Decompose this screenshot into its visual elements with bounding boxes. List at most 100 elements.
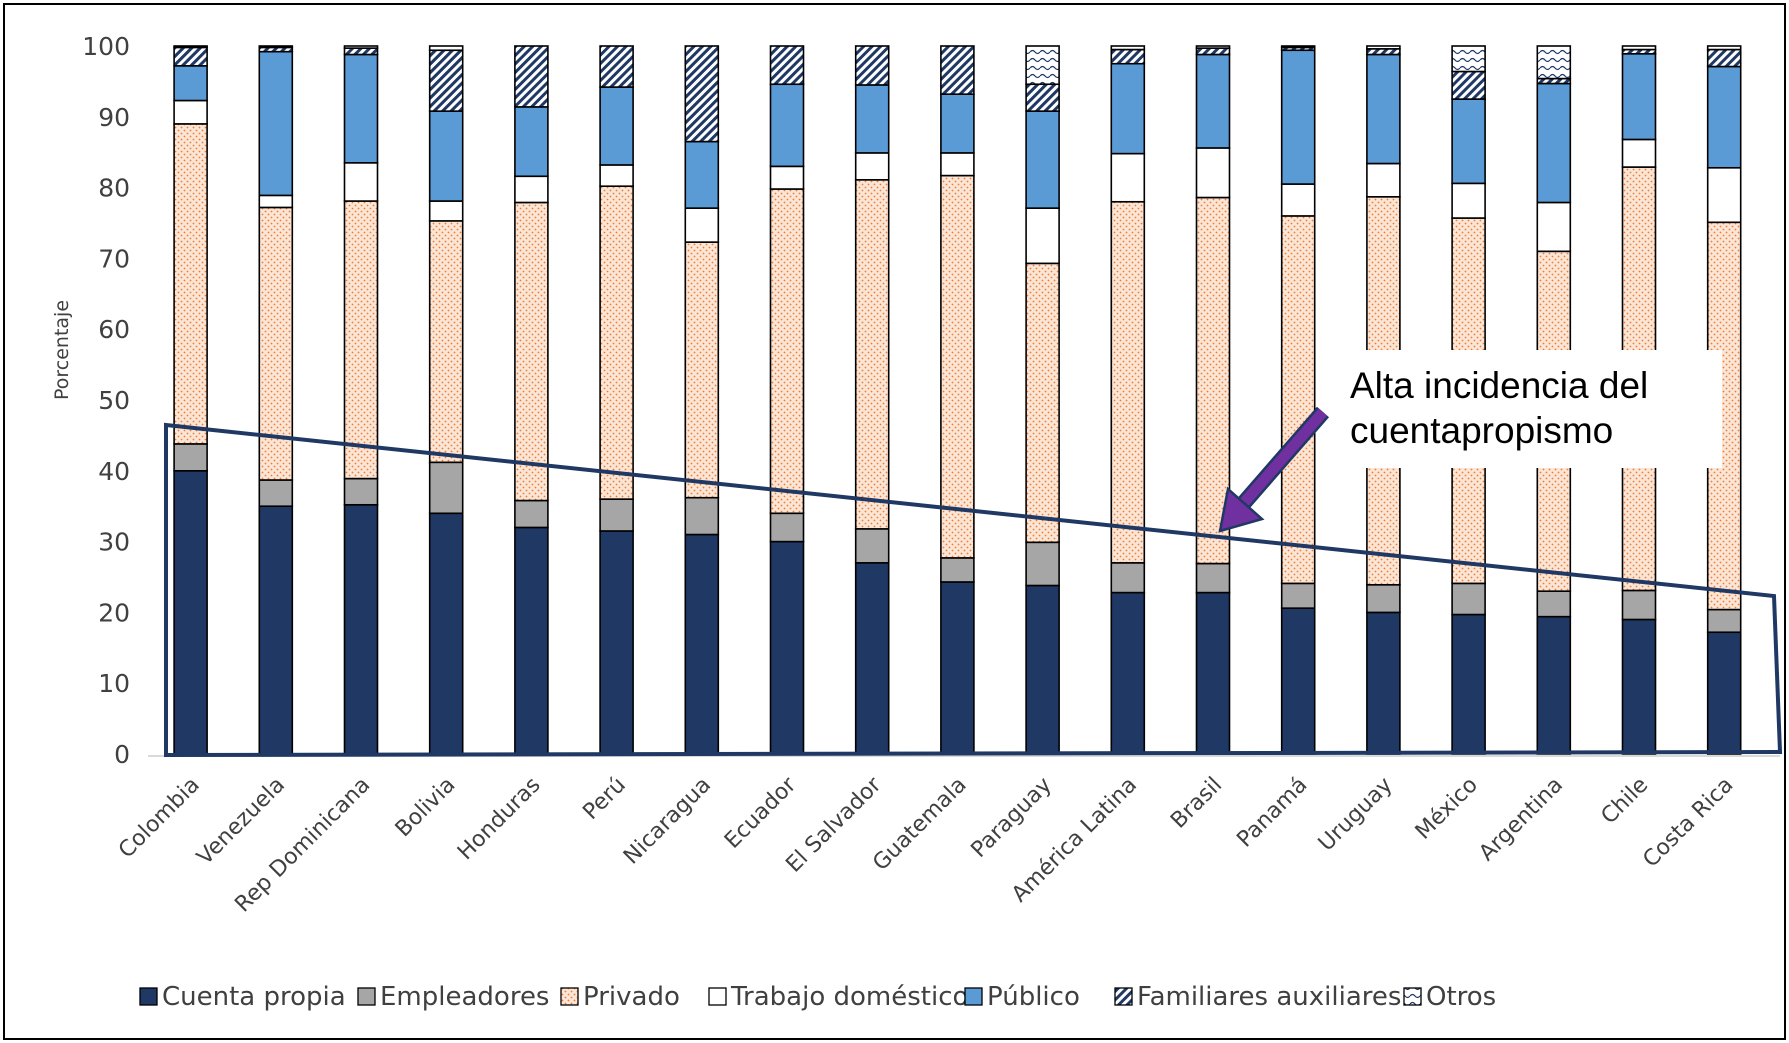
legend-swatch <box>964 987 983 1006</box>
bar-trabajo-domestico-venezuela <box>258 194 294 209</box>
bar-trabajo-domestico-nicaragua <box>684 207 720 243</box>
bar-publico-paraguay <box>1025 110 1060 209</box>
bar-privado-paraguay <box>1025 262 1060 544</box>
bar-empleadores-costa-rica <box>1706 608 1742 634</box>
bar-cuenta-propia-paraguay <box>1025 584 1060 755</box>
legend: Cuenta propia Empleadores Privado Trabajo d… <box>139 982 1496 1012</box>
bar-trabajo-domestico-america-latina <box>1110 152 1146 203</box>
bar-privado-peru <box>599 185 634 500</box>
bar-empleadores-america-latina <box>1110 562 1146 594</box>
y-tick-label: 60 <box>98 315 130 344</box>
bar-stack-argentina <box>1536 45 1572 755</box>
bar-empleadores-bolivia <box>428 461 464 515</box>
y-tick-label: 70 <box>98 244 130 273</box>
bar-publico-guatemala <box>940 93 975 154</box>
bar-publico-mexico <box>1451 98 1486 185</box>
legend-label: Empleadores <box>380 982 549 1012</box>
y-tick-label: 80 <box>98 174 130 203</box>
bar-otros-chile <box>1621 45 1657 51</box>
highlight-outline <box>164 422 1783 758</box>
bar-stack-rep-dominicana <box>343 45 379 755</box>
bar-trabajo-domestico-honduras <box>514 175 549 204</box>
bar-otros-paraguay <box>1025 45 1060 86</box>
bar-familiares-auxiliares-colombia <box>173 46 208 67</box>
bar-familiares-auxiliares-brasil <box>1195 47 1231 56</box>
y-tick-label: 20 <box>98 598 130 627</box>
bar-empleadores-chile <box>1621 589 1657 621</box>
bar-cuenta-propia-rep-dominicana <box>343 503 379 755</box>
bar-otros-panama <box>1280 45 1316 49</box>
bar-trabajo-domestico-colombia <box>173 99 208 125</box>
bar-empleadores-panama <box>1280 582 1316 609</box>
bar-publico-nicaragua <box>684 140 720 209</box>
x-tick-label: Paraguay <box>967 773 1057 863</box>
x-tick-label: Costa Rica <box>1638 773 1738 873</box>
x-tick-label: Uruguay <box>1314 773 1398 857</box>
bar-privado-guatemala <box>940 174 975 559</box>
bar-otros-colombia <box>173 45 208 49</box>
bar-cuenta-propia-bolivia <box>428 512 464 755</box>
bar-publico-costa-rica <box>1706 65 1742 169</box>
legend-item-cuenta-propia: Cuenta propia <box>139 982 346 1012</box>
bar-familiares-auxiliares-america-latina <box>1110 48 1146 65</box>
bar-privado-colombia <box>173 123 208 445</box>
bar-stack-colombia <box>173 45 208 755</box>
legend-item-privado: Privado <box>560 982 680 1012</box>
callout-text: Alta incidencia del cuentapropismo <box>1350 365 1659 451</box>
bar-familiares-auxiliares-costa-rica <box>1706 48 1742 68</box>
x-tick-label: Nicaragua <box>619 773 716 870</box>
callout-arrow-shaft-fill <box>1237 408 1328 509</box>
bar-familiares-auxiliares-uruguay <box>1366 48 1401 56</box>
bar-stack-costa-rica <box>1706 45 1742 755</box>
y-tick-label: 90 <box>98 103 130 132</box>
legend-item-empleadores: Empleadores <box>357 982 549 1012</box>
bar-empleadores-paraguay <box>1025 541 1060 587</box>
bar-familiares-auxiliares-nicaragua <box>684 45 720 143</box>
bar-stack-bolivia <box>428 45 464 755</box>
legend-item-otros: Otros <box>1403 982 1496 1012</box>
bar-otros-bolivia <box>428 45 464 52</box>
bar-familiares-auxiliares-honduras <box>514 45 549 108</box>
bar-empleadores-argentina <box>1536 590 1572 618</box>
bar-publico-rep-dominicana <box>343 53 379 164</box>
bar-familiares-auxiliares-paraguay <box>1025 83 1060 112</box>
bar-stack-paraguay <box>1025 45 1060 755</box>
bar-publico-bolivia <box>428 110 464 202</box>
bar-privado-ecuador <box>769 188 805 515</box>
legend-label: Privado <box>583 982 680 1012</box>
bar-privado-bolivia <box>428 220 464 464</box>
bar-trabajo-domestico-bolivia <box>428 200 464 222</box>
bar-trabajo-domestico-el-salvador <box>854 152 890 181</box>
bar-empleadores-guatemala <box>940 557 975 583</box>
callout-arrow-head <box>1218 486 1265 533</box>
bar-otros-argentina <box>1536 45 1572 80</box>
bar-empleadores-mexico <box>1451 582 1486 616</box>
x-tick-label: Colombia <box>114 773 205 864</box>
legend-label: Otros <box>1426 982 1496 1012</box>
bar-trabajo-domestico-mexico <box>1451 182 1486 219</box>
bar-publico-peru <box>599 86 634 166</box>
bar-otros-costa-rica <box>1706 45 1742 51</box>
bar-otros-america-latina <box>1110 45 1146 51</box>
y-tick-label: 50 <box>98 386 130 415</box>
y-tick-label: 10 <box>98 669 130 698</box>
bar-cuenta-propia-venezuela <box>258 505 294 755</box>
bar-privado-america-latina <box>1110 200 1146 564</box>
callout-arrow <box>1218 406 1330 533</box>
legend-label: Trabajo doméstico <box>730 982 968 1012</box>
bar-privado-rep-dominicana <box>343 200 379 480</box>
y-tick-label: 0 <box>114 740 130 769</box>
bar-cuenta-propia-el-salvador <box>854 562 890 755</box>
bar-stack-brasil <box>1195 45 1231 755</box>
bar-stack-america-latina <box>1110 45 1146 755</box>
legend-swatch <box>357 987 376 1006</box>
legend-item-trabajo-domestico: Trabajo doméstico <box>708 982 968 1012</box>
bar-trabajo-domestico-rep-dominicana <box>343 162 379 202</box>
bar-cuenta-propia-costa-rica <box>1706 631 1742 755</box>
bar-trabajo-domestico-costa-rica <box>1706 166 1742 224</box>
bar-stack-nicaragua <box>684 45 720 755</box>
bar-cuenta-propia-peru <box>599 530 634 755</box>
bar-empleadores-ecuador <box>769 512 805 543</box>
